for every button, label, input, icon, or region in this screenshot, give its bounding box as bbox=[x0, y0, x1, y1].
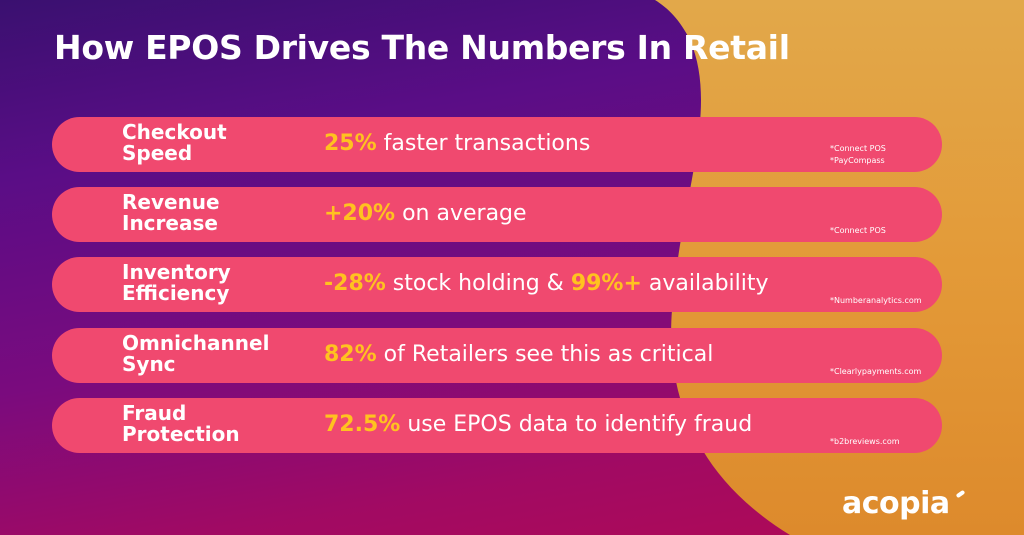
stat-text: of Retailers see this as critical bbox=[376, 342, 714, 367]
row-label-line2: Protection bbox=[122, 422, 240, 446]
stat-row-fraud-protection: Fraud Protection 72.5% use EPOS data to … bbox=[52, 398, 942, 453]
row-label: Omnichannel Sync bbox=[122, 333, 312, 375]
stat-text: on average bbox=[395, 201, 527, 226]
source-note: *b2breviews.com bbox=[830, 437, 900, 446]
source-note: *Connect POS bbox=[830, 144, 886, 153]
row-label-line2: Increase bbox=[122, 211, 218, 235]
row-label: Checkout Speed bbox=[122, 122, 312, 164]
row-stat: 72.5% use EPOS data to identify fraud bbox=[324, 412, 752, 437]
stat-row-inventory-efficiency: Inventory Efficiency -28% stock holding … bbox=[52, 257, 942, 312]
row-stat: +20% on average bbox=[324, 201, 527, 226]
row-stat: 25% faster transactions bbox=[324, 131, 590, 156]
row-label-line1: Inventory bbox=[122, 260, 231, 284]
stat-highlight-secondary: 99%+ bbox=[570, 271, 642, 296]
row-sources: *b2breviews.com bbox=[830, 436, 900, 448]
acopia-logo: acopia bbox=[842, 486, 950, 521]
row-label-line2: Sync bbox=[122, 352, 176, 376]
row-label-line1: Omnichannel bbox=[122, 331, 270, 355]
row-sources: *Numberanalytics.com bbox=[830, 295, 922, 307]
source-note: *Clearlypayments.com bbox=[830, 367, 922, 376]
row-label-line1: Revenue bbox=[122, 190, 220, 214]
row-sources: *Connect POS *PayCompass bbox=[830, 143, 886, 167]
row-sources: *Clearlypayments.com bbox=[830, 366, 921, 378]
stat-row-revenue-increase: Revenue Increase +20% on average *Connec… bbox=[52, 187, 942, 242]
stat-row-checkout-speed: Checkout Speed 25% faster transactions *… bbox=[52, 117, 942, 172]
stat-text: use EPOS data to identify fraud bbox=[400, 412, 753, 437]
row-label: Revenue Increase bbox=[122, 192, 312, 234]
stat-highlight: -28% bbox=[324, 271, 386, 296]
row-label: Fraud Protection bbox=[122, 403, 312, 445]
stat-highlight: 82% bbox=[324, 342, 377, 367]
source-note: *Connect POS bbox=[830, 226, 886, 235]
source-note: *Numberanalytics.com bbox=[830, 296, 922, 305]
stat-highlight: 72.5% bbox=[324, 412, 401, 437]
row-stat: -28% stock holding & 99%+ availability bbox=[324, 271, 769, 296]
stat-highlight: 25% bbox=[324, 131, 377, 156]
row-stat: 82% of Retailers see this as critical bbox=[324, 342, 713, 367]
source-note: *PayCompass bbox=[830, 156, 885, 165]
row-label-line1: Checkout bbox=[122, 120, 227, 144]
page-title: How EPOS Drives The Numbers In Retail bbox=[54, 28, 790, 67]
stat-row-omnichannel-sync: Omnichannel Sync 82% of Retailers see th… bbox=[52, 328, 942, 383]
row-label-line1: Fraud bbox=[122, 401, 187, 425]
row-label-line2: Speed bbox=[122, 141, 193, 165]
row-sources: *Connect POS bbox=[830, 225, 886, 237]
row-label: Inventory Efficiency bbox=[122, 262, 312, 304]
stat-highlight: +20% bbox=[324, 201, 396, 226]
row-label-line2: Efficiency bbox=[122, 281, 230, 305]
stat-text: faster transactions bbox=[376, 131, 591, 156]
stat-text-secondary: availability bbox=[641, 271, 769, 296]
stat-text: stock holding & bbox=[385, 271, 571, 296]
